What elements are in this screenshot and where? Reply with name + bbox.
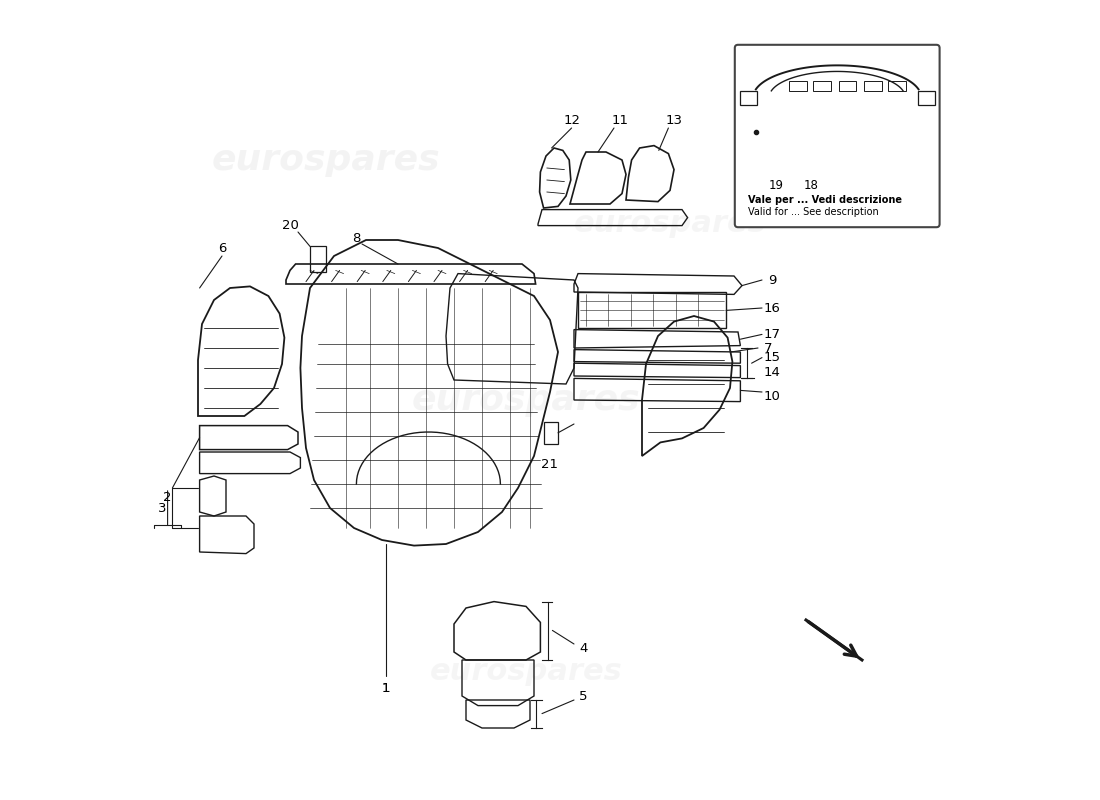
Text: 15: 15	[763, 351, 781, 364]
Text: 4: 4	[580, 642, 587, 654]
Text: Vale per ... Vedi descrizione: Vale per ... Vedi descrizione	[748, 195, 902, 205]
Bar	[917, 91, 935, 106]
Text: 11: 11	[612, 114, 628, 126]
Bar	[543, 422, 558, 444]
Bar	[839, 82, 857, 91]
Text: 1: 1	[382, 682, 390, 694]
Bar	[889, 82, 906, 91]
Text: 10: 10	[764, 390, 781, 402]
Text: 18: 18	[804, 179, 820, 192]
Text: 17: 17	[763, 328, 781, 341]
Text: eurospares: eurospares	[211, 143, 440, 177]
Bar	[740, 91, 758, 106]
Text: 19: 19	[769, 179, 784, 192]
Text: 7: 7	[764, 342, 772, 354]
Text: 21: 21	[541, 458, 559, 470]
Text: eurospares: eurospares	[411, 383, 640, 417]
Bar	[813, 82, 830, 91]
Text: 5: 5	[580, 690, 587, 702]
Text: 3: 3	[157, 502, 166, 514]
Text: 13: 13	[666, 114, 682, 126]
Text: eurospares: eurospares	[430, 658, 623, 686]
Bar	[310, 246, 326, 272]
Text: 20: 20	[282, 219, 298, 232]
Text: 2: 2	[163, 491, 172, 504]
Text: 1: 1	[382, 682, 390, 694]
Text: 14: 14	[764, 366, 781, 378]
Text: Valid for ... See description: Valid for ... See description	[748, 207, 878, 217]
Bar	[865, 82, 882, 91]
Text: 8: 8	[352, 232, 361, 245]
Text: 12: 12	[563, 114, 580, 126]
FancyBboxPatch shape	[735, 45, 939, 227]
Text: 9: 9	[768, 274, 777, 286]
Bar	[789, 82, 806, 91]
Text: eurospares: eurospares	[573, 210, 767, 238]
Text: 16: 16	[764, 302, 781, 314]
Text: 6: 6	[218, 242, 227, 254]
